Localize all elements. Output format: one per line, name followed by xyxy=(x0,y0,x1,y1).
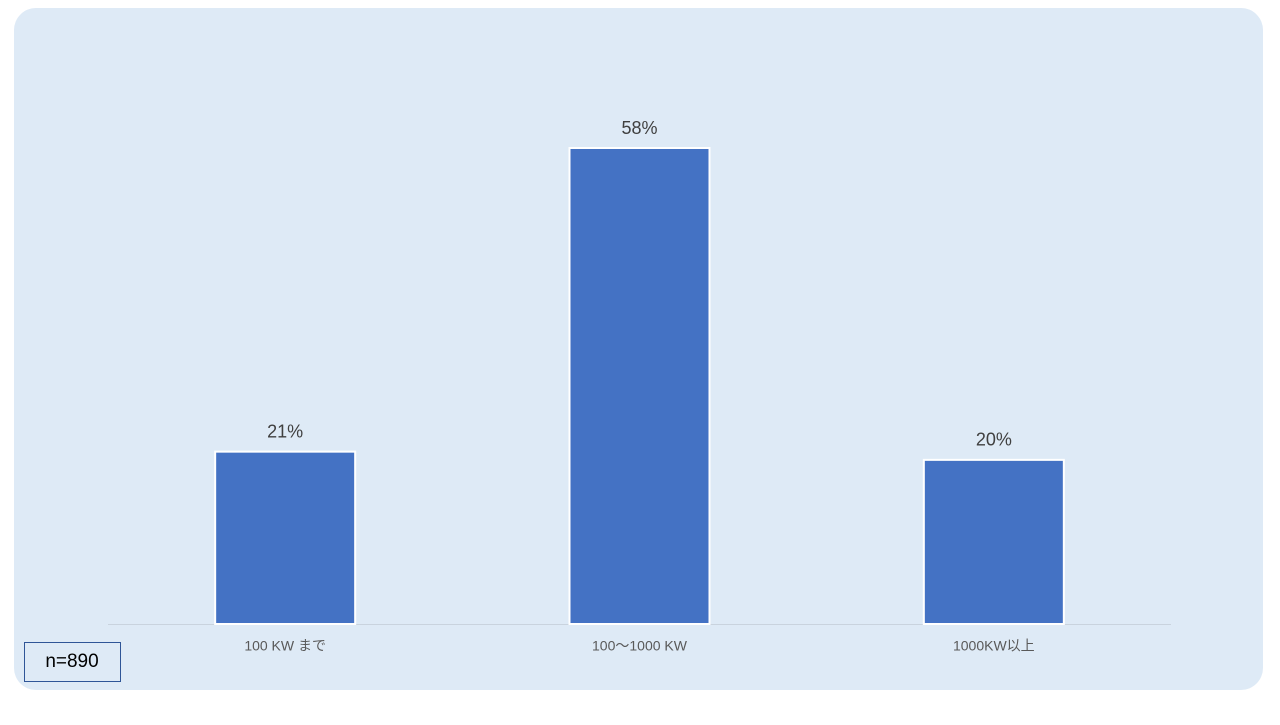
data-label: 58% xyxy=(621,118,657,138)
x-tick-label: 100～1000 KW xyxy=(592,638,688,654)
x-tick-label: 1000KW以上 xyxy=(953,638,1035,654)
data-label: 21% xyxy=(267,421,303,441)
bar xyxy=(568,147,711,625)
x-tick-label: 100 KW まで xyxy=(244,638,326,654)
sample-size-box xyxy=(24,642,121,682)
sample-size: n=890 xyxy=(45,651,98,672)
data-label: 20% xyxy=(976,430,1012,450)
bar xyxy=(922,458,1065,625)
bar xyxy=(214,450,357,626)
